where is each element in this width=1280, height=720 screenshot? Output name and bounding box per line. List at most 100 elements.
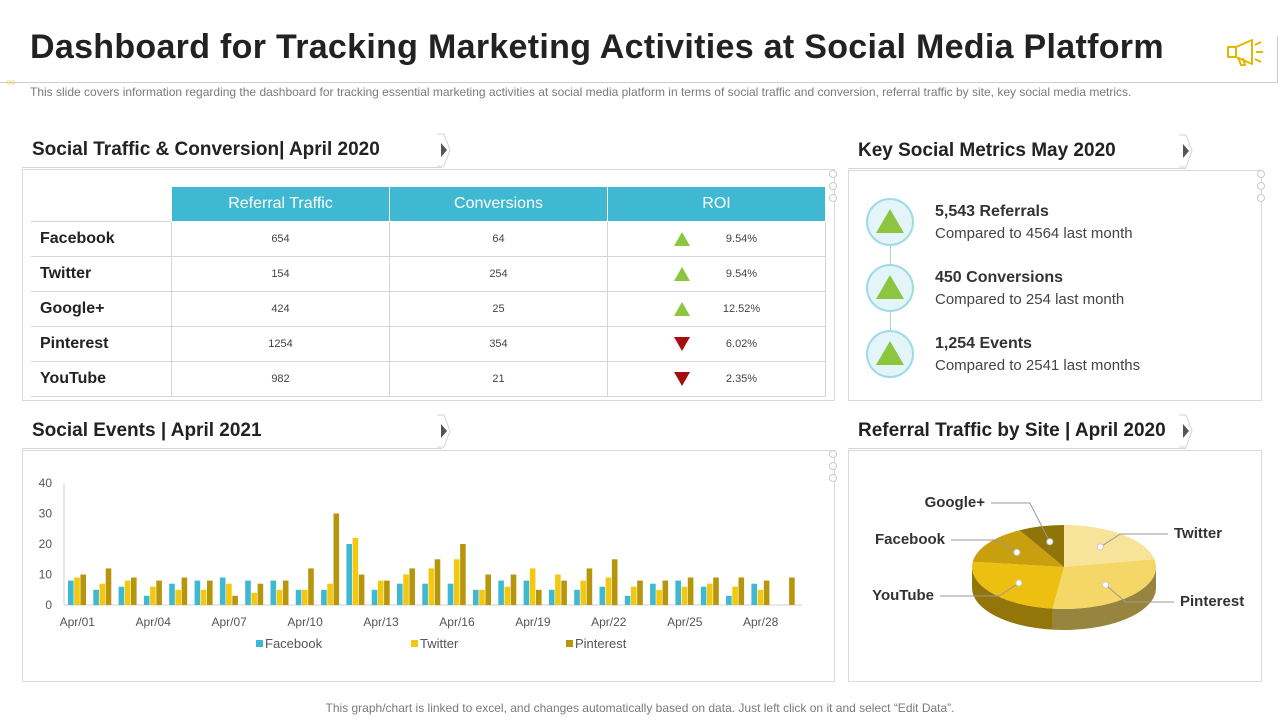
metrics-side-dots xyxy=(1257,170,1267,206)
trend-up-icon xyxy=(674,232,690,246)
metric-detail: Compared to 254 last month xyxy=(935,291,1124,308)
bar-twitter xyxy=(505,587,511,605)
bar-twitter xyxy=(707,584,713,605)
bar-pinterest xyxy=(587,568,593,605)
bar-pinterest xyxy=(232,596,238,605)
bar-twitter xyxy=(327,584,333,605)
pie-leader-dot xyxy=(1097,544,1103,550)
bar-twitter xyxy=(732,587,738,605)
row-conversions: 354 xyxy=(390,327,608,362)
x-tick-label: Apr/07 xyxy=(211,615,247,629)
bar-pinterest xyxy=(511,575,517,606)
bar-facebook xyxy=(498,581,504,605)
bar-facebook xyxy=(600,587,606,605)
traffic-header-title: Social Traffic & Conversion| April 2020 xyxy=(32,139,380,161)
bar-pinterest xyxy=(663,581,669,605)
traffic-header: Social Traffic & Conversion| April 2020 xyxy=(22,133,442,168)
traffic-side-dots xyxy=(829,170,839,206)
x-tick-label: Apr/22 xyxy=(591,615,627,629)
pie-label: Google+ xyxy=(925,494,986,511)
bar-twitter xyxy=(682,587,688,605)
row-roi-value: 9.54% xyxy=(707,233,777,245)
bar-facebook xyxy=(473,590,479,605)
bar-pinterest xyxy=(131,578,137,605)
social-events-bar-chart: 010203040Apr/01 Apr/04 Apr/07 Apr/10 Apr/13 A… xyxy=(22,452,832,678)
bar-pinterest xyxy=(409,568,415,605)
bar-facebook xyxy=(296,590,302,605)
row-conversions: 254 xyxy=(390,257,608,292)
referral-site-header-title: Referral Traffic by Site | April 2020 xyxy=(858,420,1166,442)
row-name: Facebook xyxy=(31,222,172,257)
bar-facebook xyxy=(321,590,327,605)
bar-facebook xyxy=(650,584,656,605)
bar-facebook xyxy=(195,581,201,605)
col-roi-header: ROI xyxy=(608,187,826,222)
row-name: Twitter xyxy=(31,257,172,292)
row-referral: 424 xyxy=(172,292,390,327)
legend-label: Pinterest xyxy=(575,636,627,651)
bar-facebook xyxy=(169,584,175,605)
table-corner xyxy=(31,187,172,222)
x-tick-label: Apr/25 xyxy=(667,615,703,629)
bar-facebook xyxy=(220,578,226,605)
row-referral: 1254 xyxy=(172,327,390,362)
decorative-dots: ○○ xyxy=(6,77,15,87)
bar-pinterest xyxy=(739,578,745,605)
table-row: Pinterest 1254 354 6.02% xyxy=(31,327,826,362)
bar-twitter xyxy=(175,590,181,605)
events-header-arrow-icon xyxy=(436,414,452,448)
row-name: Pinterest xyxy=(31,327,172,362)
bar-twitter xyxy=(555,575,561,606)
metric-up-icon xyxy=(866,264,914,312)
y-tick-label: 10 xyxy=(39,568,53,582)
metric-connector xyxy=(890,246,891,266)
x-tick-label: Apr/04 xyxy=(136,615,172,629)
bar-twitter xyxy=(403,575,409,606)
bar-twitter xyxy=(74,578,80,605)
col-referral-header: Referral Traffic xyxy=(172,187,390,222)
page-subtitle: This slide covers information regarding … xyxy=(30,85,1131,99)
row-roi-value: 9.54% xyxy=(707,268,777,280)
row-roi-value: 2.35% xyxy=(707,373,777,385)
metric-up-icon xyxy=(866,198,914,246)
events-header: Social Events | April 2021 xyxy=(22,414,442,449)
bar-twitter xyxy=(530,568,536,605)
bar-facebook xyxy=(701,587,707,605)
pie-leader-dot xyxy=(1016,580,1022,586)
bar-pinterest xyxy=(384,581,390,605)
bar-pinterest xyxy=(536,590,542,605)
bar-twitter xyxy=(100,584,106,605)
referral-site-header: Referral Traffic by Site | April 2020 xyxy=(848,414,1186,449)
bar-facebook xyxy=(372,590,378,605)
traffic-table-header-row: Referral Traffic Conversions ROI xyxy=(31,187,826,222)
trend-down-icon xyxy=(674,337,690,351)
row-roi: 9.54% xyxy=(608,222,826,257)
bar-pinterest xyxy=(207,581,213,605)
bar-pinterest xyxy=(359,575,365,606)
bar-twitter xyxy=(378,581,384,605)
bar-facebook xyxy=(119,587,125,605)
bar-facebook xyxy=(726,596,732,605)
row-referral: 154 xyxy=(172,257,390,292)
page-title: Dashboard for Tracking Marketing Activit… xyxy=(30,28,1164,67)
bar-pinterest xyxy=(308,568,314,605)
bar-facebook xyxy=(144,596,150,605)
legend-swatch xyxy=(566,640,573,647)
bar-facebook xyxy=(751,584,757,605)
bar-twitter xyxy=(251,593,257,605)
bar-facebook xyxy=(271,581,277,605)
megaphone-icon xyxy=(1222,36,1270,68)
x-tick-label: Apr/01 xyxy=(60,615,96,629)
bar-facebook xyxy=(574,590,580,605)
title-divider xyxy=(0,82,1278,83)
bar-pinterest xyxy=(258,584,264,605)
trend-up-icon xyxy=(674,267,690,281)
trend-up-icon xyxy=(674,302,690,316)
traffic-table: Referral Traffic Conversions ROI Faceboo… xyxy=(31,186,826,397)
table-row: Facebook 654 64 9.54% xyxy=(31,222,826,257)
bar-twitter xyxy=(479,590,485,605)
row-conversions: 64 xyxy=(390,222,608,257)
bar-pinterest xyxy=(561,581,567,605)
events-header-title: Social Events | April 2021 xyxy=(32,420,262,442)
bar-pinterest xyxy=(283,581,289,605)
